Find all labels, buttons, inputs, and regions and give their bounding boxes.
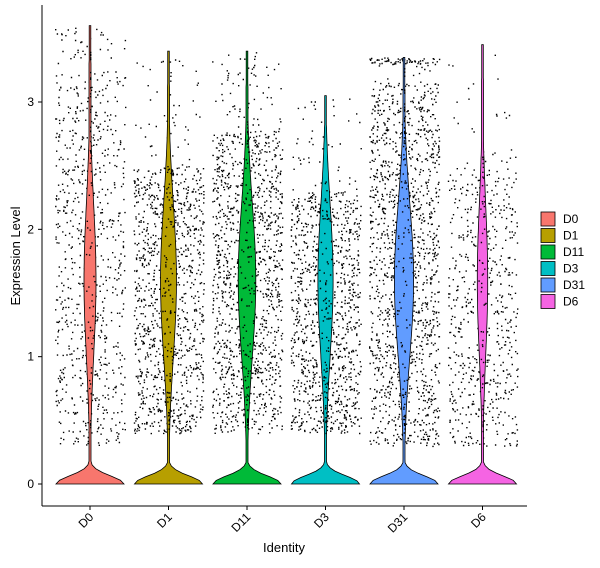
legend-swatch-D11 bbox=[540, 244, 556, 260]
violin-D0 bbox=[55, 25, 125, 485]
violin-shape-D11 bbox=[212, 50, 282, 485]
violin-D3 bbox=[290, 95, 361, 485]
violin-D6 bbox=[447, 44, 518, 485]
jitter-points-path bbox=[369, 57, 441, 448]
x-tick-label: D1 bbox=[154, 510, 175, 531]
legend-swatch-D0 bbox=[540, 211, 556, 227]
y-tick-label: 3 bbox=[27, 95, 34, 109]
y-tick-label: 1 bbox=[27, 350, 34, 364]
legend-swatch-D6 bbox=[540, 294, 556, 309]
legend-swatch-D31 bbox=[540, 277, 556, 293]
legend: D0 D1 D11 D3 D31 D6 bbox=[540, 211, 585, 309]
legend-swatch-D1 bbox=[540, 228, 556, 243]
jitter-points-D31 bbox=[369, 57, 441, 448]
jitter-points-path bbox=[133, 59, 205, 435]
violin-shape-D6 bbox=[447, 44, 518, 485]
violin-overlay-points bbox=[85, 51, 96, 429]
x-tick-label: D11 bbox=[229, 510, 254, 535]
x-tick-label: D3 bbox=[311, 510, 332, 531]
x-tick-label: D6 bbox=[468, 510, 489, 531]
jitter-points-D1 bbox=[133, 59, 205, 435]
violin-overlay-points bbox=[395, 68, 414, 434]
x-tick-label: D31 bbox=[385, 510, 411, 536]
y-tick-label: 2 bbox=[27, 222, 34, 236]
x-ticks: D0 D1 D11 D3 D31 D6 bbox=[76, 506, 489, 535]
legend-label-D11: D11 bbox=[563, 245, 584, 259]
legend-label-D1: D1 bbox=[563, 229, 579, 243]
jitter-points-layer bbox=[55, 27, 519, 448]
legend-label-D31: D31 bbox=[563, 278, 585, 292]
legend-label-D0: D0 bbox=[563, 212, 579, 226]
axes bbox=[41, 5, 527, 507]
y-axis-title: Expression Level bbox=[8, 206, 23, 305]
x-tick-label: D0 bbox=[76, 510, 97, 531]
violin-shape-D3 bbox=[290, 95, 361, 485]
y-ticks: 0 1 2 3 bbox=[27, 95, 42, 491]
x-axis-title: Identity bbox=[263, 540, 305, 555]
y-tick-label: 0 bbox=[27, 477, 34, 491]
legend-label-D3: D3 bbox=[563, 262, 579, 276]
violin-D1 bbox=[133, 50, 204, 485]
violin-D31 bbox=[369, 57, 439, 485]
violins-layer bbox=[55, 25, 518, 485]
violin-overlay-points bbox=[162, 166, 176, 430]
violin-D11 bbox=[212, 50, 282, 485]
violin-shape-D1 bbox=[133, 50, 204, 485]
legend-swatch-D3 bbox=[540, 261, 556, 276]
legend-label-D6: D6 bbox=[563, 295, 579, 309]
